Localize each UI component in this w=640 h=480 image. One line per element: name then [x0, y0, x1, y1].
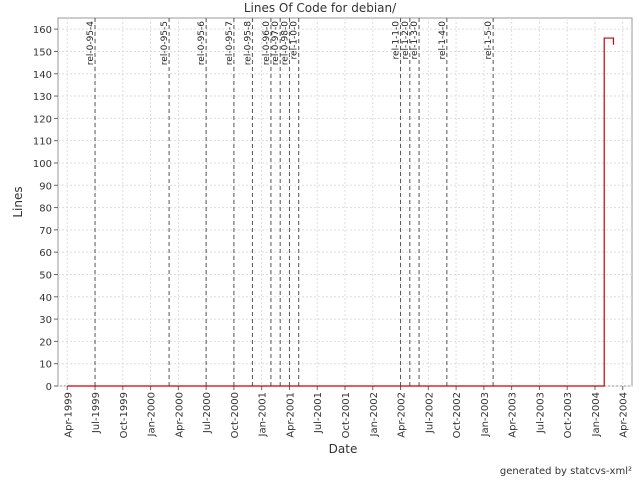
x-tick-label: Oct-2002 — [452, 392, 463, 438]
x-tick-label: Jan-2000 — [147, 392, 158, 437]
x-tick-label: Apr-2003 — [508, 392, 519, 438]
y-tick-label: 120 — [33, 114, 52, 125]
footer: generated by statcvs-xml² — [500, 466, 632, 477]
x-tick-label: Jul-2000 — [202, 392, 213, 434]
x-tick-label: Jul-1999 — [91, 392, 102, 434]
x-tick-label: Jul-2002 — [424, 392, 435, 434]
chart-title: Lines Of Code for debian/ — [244, 1, 397, 15]
x-tick-label: Apr-2000 — [174, 392, 185, 438]
y-tick-label: 60 — [39, 248, 52, 259]
release-label: rel-1-4-0 — [438, 21, 448, 60]
y-tick-label: 50 — [39, 270, 52, 281]
x-tick-label: Apr-2004 — [619, 392, 630, 438]
release-label: rel-1-1-0 — [392, 21, 402, 60]
x-tick-label: Oct-2001 — [341, 392, 352, 438]
y-tick-label: 20 — [39, 337, 52, 348]
release-label: rel-0-95-6 — [197, 21, 207, 65]
x-tick-label: Jul-2001 — [313, 392, 324, 434]
y-tick-label: 140 — [33, 70, 52, 81]
release-label: rel-0-95-8 — [243, 21, 253, 65]
release-label: rel-1-0-0 — [290, 21, 300, 60]
release-label: rel-0-96-0 — [262, 21, 272, 65]
x-tick-label: Apr-1999 — [63, 392, 74, 438]
y-tick-label: 70 — [39, 226, 52, 237]
y-tick-label: 10 — [39, 360, 52, 371]
release-label: rel-0-95-5 — [160, 21, 170, 65]
release-label: rel-0-95-7 — [225, 21, 235, 65]
release-label: rel-1-2-0 — [401, 21, 411, 60]
y-tick-label: 160 — [33, 25, 52, 36]
x-tick-label: Jul-2003 — [535, 392, 546, 434]
data-line — [67, 37, 615, 387]
x-tick-label: Apr-2002 — [397, 392, 408, 438]
release-label: rel-0-98-0 — [280, 21, 290, 65]
y-tick-label: 0 — [46, 382, 52, 393]
x-tick-label: Oct-1999 — [119, 392, 130, 438]
x-tick-label: Apr-2001 — [285, 392, 296, 438]
release-label: rel-0-97-0 — [271, 21, 281, 65]
y-tick-label: 30 — [39, 315, 52, 326]
y-tick-label: 130 — [33, 92, 52, 103]
x-tick-label: Oct-2000 — [230, 392, 241, 438]
x-tick-label: Jan-2003 — [480, 392, 491, 437]
x-tick-label: Jan-2001 — [258, 392, 269, 437]
release-label: rel-0-95-4 — [86, 21, 96, 65]
y-axis-title: Lines — [11, 186, 25, 217]
y-tick-label: 100 — [33, 159, 52, 170]
y-tick-label: 40 — [39, 293, 52, 304]
y-tick-label: 80 — [39, 204, 52, 215]
x-tick-label: Jan-2004 — [591, 392, 602, 437]
release-label: rel-1-5-0 — [484, 21, 494, 60]
x-tick-label: Jan-2002 — [369, 392, 380, 437]
y-tick-label: 150 — [33, 47, 52, 58]
y-tick-label: 90 — [39, 181, 52, 192]
release-label: rel-1-3-0 — [410, 21, 420, 60]
x-axis-title: Date — [329, 442, 358, 456]
x-tick-label: Oct-2003 — [563, 392, 574, 438]
y-tick-label: 110 — [33, 137, 52, 148]
